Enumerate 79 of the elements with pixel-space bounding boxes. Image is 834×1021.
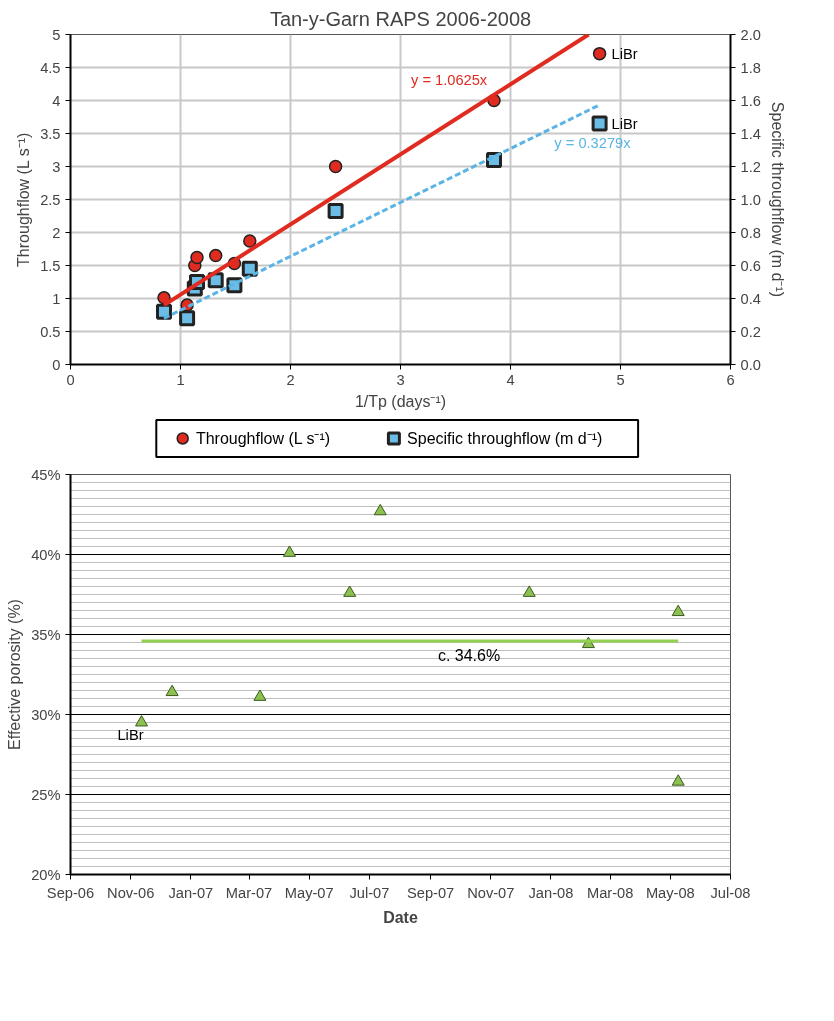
legend-label: Throughflow (L s⁻¹)	[195, 430, 331, 447]
y2-tick-label: 1.4	[740, 125, 761, 142]
annotation: c. 34.6%	[437, 646, 501, 664]
x-tick-label: Jul-08	[710, 884, 751, 901]
point	[283, 545, 297, 557]
y-tick-label: 1.5	[40, 257, 61, 274]
y2-tick-label: 1.0	[740, 191, 761, 208]
y-tick-label: 4	[52, 92, 61, 109]
point	[190, 250, 204, 265]
point	[591, 115, 608, 132]
legend-label: Specific throughflow (m d⁻¹)	[407, 430, 603, 447]
x-axis-title: Date	[383, 908, 418, 926]
x-tick-label: 6	[726, 371, 735, 388]
point	[327, 203, 344, 220]
y2-tick-label: 0.4	[740, 290, 761, 307]
y-tick-label: 5	[52, 26, 61, 43]
x-tick-label: 3	[396, 371, 405, 388]
y-axis-title: Throughflow (L s⁻¹)	[15, 132, 33, 267]
y2-axis-title: Specific throughflow (m d⁻¹)	[768, 101, 786, 298]
point	[243, 234, 257, 248]
point	[328, 159, 343, 174]
y-tick-label: 40%	[31, 546, 61, 563]
y-tick-label: 3.5	[40, 125, 61, 142]
y-tick-label: 25%	[31, 786, 61, 803]
x-tick-label: Mar-07	[225, 884, 273, 901]
point	[135, 715, 149, 727]
y-tick-label: 0	[52, 356, 61, 373]
x-tick-label: 5	[616, 371, 625, 388]
x-tick-label: Sep-07	[406, 884, 455, 901]
x-axis-title: 1/Tp (days⁻¹)	[354, 392, 447, 410]
y2-tick-label: 0.6	[740, 257, 761, 274]
point	[592, 46, 607, 61]
x-tick-label: Sep-06	[46, 884, 95, 901]
y2-tick-label: 0.2	[740, 323, 761, 340]
x-tick-label: 4	[506, 371, 515, 388]
y2-tick-label: 0.0	[740, 356, 761, 373]
y-tick-label: 35%	[31, 626, 61, 643]
point	[253, 689, 267, 701]
y-tick-label: 20%	[31, 866, 61, 883]
x-tick-label: Nov-06	[107, 884, 155, 901]
point	[522, 585, 536, 597]
x-tick-label: Mar-08	[586, 884, 634, 901]
annotation: LiBr	[611, 115, 638, 132]
series-label: y = 0.3279x	[554, 134, 632, 151]
y2-tick-label: 1.6	[740, 92, 761, 109]
y-axis-title: Effective porosity (%)	[6, 599, 24, 750]
y-tick-label: 0.5	[40, 323, 61, 340]
annotation: LiBr	[611, 45, 638, 62]
x-tick-label: 0	[66, 371, 75, 388]
y-tick-label: 3	[52, 158, 61, 175]
x-tick-label: Jul-07	[349, 884, 390, 901]
x-tick-label: Nov-07	[467, 884, 515, 901]
chart-title: Tan-y-Garn RAPS 2006-2008	[269, 7, 532, 30]
point	[241, 260, 258, 277]
point	[373, 503, 387, 516]
point	[165, 684, 179, 697]
y-tick-label: 1	[52, 290, 61, 307]
y2-tick-label: 1.8	[740, 59, 761, 76]
x-tick-label: 2	[286, 371, 295, 388]
x-tick-label: Jan-07	[168, 884, 214, 901]
x-tick-label: May-08	[645, 884, 695, 901]
y2-tick-label: 2.0	[740, 26, 761, 43]
y2-tick-label: 1.2	[740, 158, 761, 175]
y2-tick-label: 0.8	[740, 224, 761, 241]
x-tick-label: 1	[176, 371, 185, 388]
point	[343, 585, 357, 597]
x-tick-label: Jan-08	[528, 884, 574, 901]
x-tick-label: May-07	[284, 884, 334, 901]
annotation: LiBr	[117, 726, 144, 743]
y-tick-label: 2.5	[40, 191, 61, 208]
y-tick-label: 4.5	[40, 59, 61, 76]
point	[179, 310, 196, 327]
y-tick-label: 45%	[31, 466, 61, 483]
point	[208, 248, 223, 263]
series-label: y = 1.0625x	[411, 72, 488, 89]
y-tick-label: 30%	[31, 706, 61, 723]
point	[671, 604, 685, 617]
point	[671, 774, 685, 786]
y-tick-label: 2	[52, 224, 61, 241]
